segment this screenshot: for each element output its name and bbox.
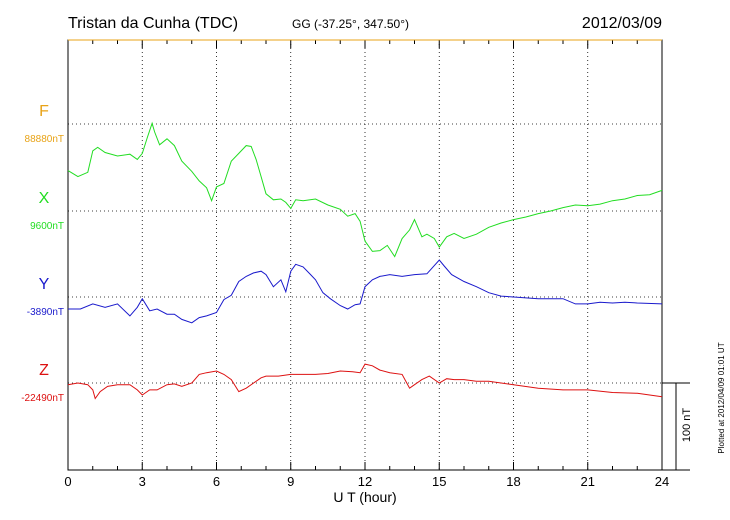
chart-date: 2012/03/09 xyxy=(582,15,662,32)
x-tick-label: 12 xyxy=(358,474,372,489)
series-x-line xyxy=(67,121,663,258)
x-tick-label: 6 xyxy=(213,474,220,489)
scale-bar-label: 100 nT xyxy=(681,408,693,443)
station-title: Tristan da Cunha (TDC) xyxy=(68,15,238,32)
x-tick-label: 0 xyxy=(64,474,71,489)
x-tick-label: 3 xyxy=(139,474,146,489)
series-x-baseline-label: 9600nT xyxy=(30,221,64,232)
series-y-name: Y xyxy=(39,276,50,293)
series-x-name: X xyxy=(39,190,50,207)
x-axis-ticks: 0 3 6 9 12 15 18 21 24 xyxy=(64,40,669,489)
x-tick-label: 18 xyxy=(506,474,520,489)
plot-grid xyxy=(68,40,662,470)
series-y-baseline-label: -3890nT xyxy=(27,307,64,318)
series-f-name: F xyxy=(39,103,49,120)
series-z-name: Z xyxy=(39,362,49,379)
series-z-line xyxy=(67,363,663,400)
plotted-note: Plotted at 2012/04/09 01:01 UT xyxy=(717,342,726,453)
series-f-baseline-label: 88880nT xyxy=(25,134,64,145)
station-coords: GG (-37.25°, 347.50°) xyxy=(292,17,409,31)
series-z-baseline-label: -22490nT xyxy=(21,393,64,404)
x-tick-label: 21 xyxy=(581,474,595,489)
series-labels: F 88880nT X 9600nT Y -3890nT Z -22490nT xyxy=(21,103,64,404)
x-axis-label: U T (hour) xyxy=(333,489,396,505)
x-tick-label: 24 xyxy=(655,474,669,489)
scale-bar: 100 nT xyxy=(662,382,693,471)
x-tick-label: 9 xyxy=(287,474,294,489)
x-tick-label: 15 xyxy=(432,474,446,489)
series-y-line xyxy=(68,259,663,324)
series-layer xyxy=(67,39,663,400)
